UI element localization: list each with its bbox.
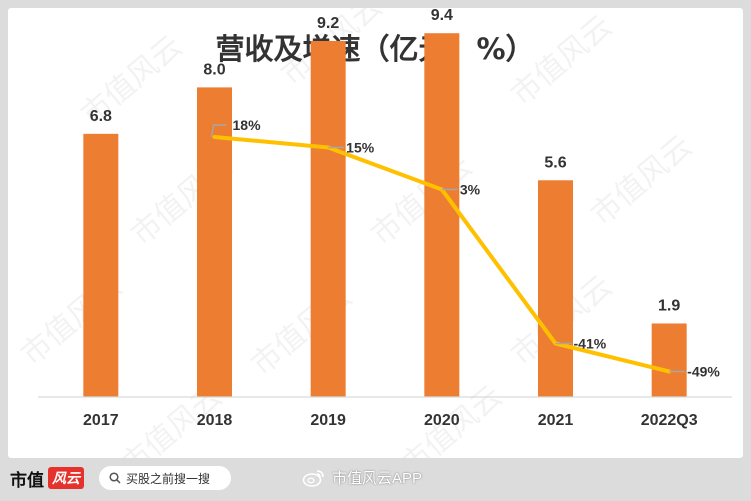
bar-2021 <box>538 180 573 397</box>
chart: 市值风云市值风云市值风云市值风云市值风云市值风云市值风云市值风云市值风云市值风云… <box>15 8 732 458</box>
x-tick-label: 2021 <box>538 412 574 429</box>
bar-2019 <box>310 40 346 398</box>
growth-rate-label: -41% <box>574 336 607 352</box>
bar-2022Q3 <box>651 323 687 397</box>
bar-value-label: 5.6 <box>544 154 566 171</box>
footer: 市值 风云 买股之前搜一搜 市值风云APP <box>0 458 751 501</box>
bar-2020 <box>424 33 460 397</box>
bar-value-label: 1.9 <box>658 297 680 314</box>
leader-line <box>210 124 227 138</box>
x-tick-label: 2020 <box>424 412 460 429</box>
x-tick-label: 2017 <box>83 412 119 429</box>
search-label: 买股之前搜一搜 <box>126 471 211 486</box>
bar-value-label: 8.0 <box>203 61 225 78</box>
chart-card: 市值风云市值风云市值风云市值风云市值风云市值风云市值风云市值风云市值风云市值风云… <box>8 8 743 458</box>
bar-value-label: 9.2 <box>317 15 339 32</box>
search-icon <box>109 472 121 484</box>
brand[interactable]: 市值 风云 <box>10 466 84 491</box>
growth-rate-label: 18% <box>233 117 262 133</box>
growth-rate-label: -49% <box>687 364 720 380</box>
bar-2017 <box>83 133 119 397</box>
brand-logo: 风云 <box>48 467 84 489</box>
brand-name: 市值 <box>10 470 44 491</box>
x-tick-label: 2022Q3 <box>641 412 698 429</box>
watermark-text: 市值风云 <box>585 129 699 233</box>
growth-rate-label: 3% <box>460 182 481 198</box>
bar-2018 <box>197 87 232 398</box>
watermark-text: 市值风云 <box>365 149 479 253</box>
bar-value-label: 6.8 <box>90 108 112 125</box>
weibo-account[interactable]: 市值风云APP <box>302 467 422 488</box>
chart-title: 营收及增速（亿元，%） <box>215 32 534 66</box>
weibo-icon <box>302 469 324 487</box>
x-tick-label: 2018 <box>197 412 233 429</box>
growth-rate-label: 15% <box>346 140 375 156</box>
bar-value-label: 9.4 <box>431 8 453 24</box>
search-box[interactable]: 买股之前搜一搜 <box>99 466 231 490</box>
x-tick-label: 2019 <box>310 412 346 429</box>
weibo-label: 市值风云APP <box>332 470 423 487</box>
